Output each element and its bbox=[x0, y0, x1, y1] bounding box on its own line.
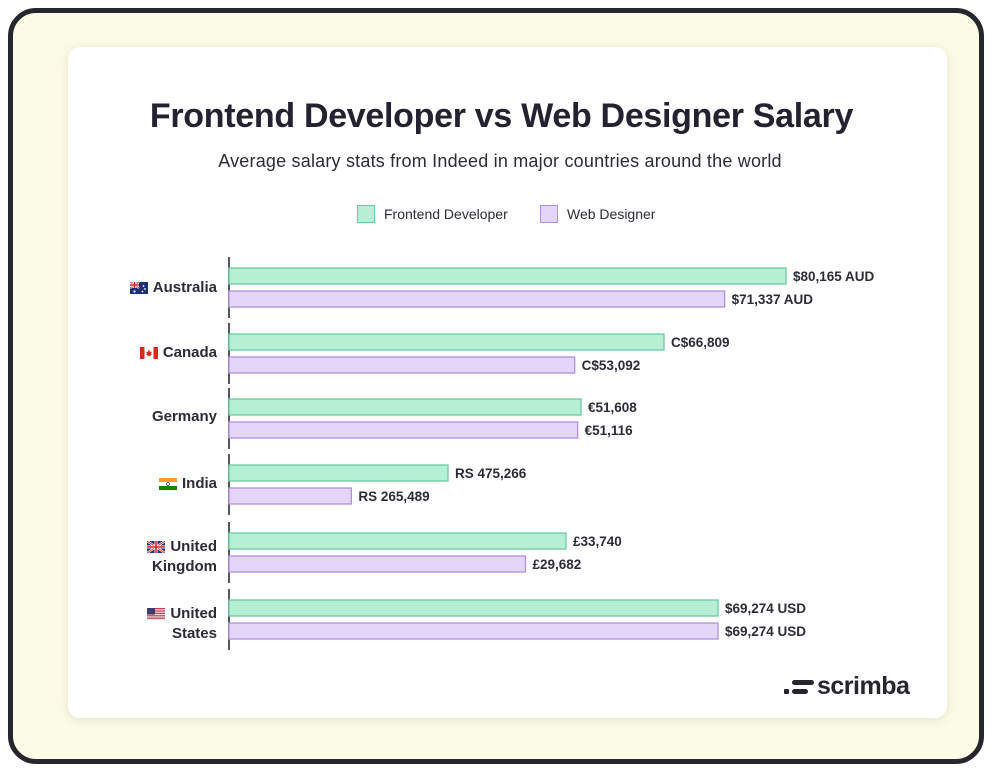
category-label-text: Australia bbox=[152, 279, 217, 296]
ca-flag-icon bbox=[139, 347, 158, 359]
category-label-text: Canada bbox=[162, 344, 217, 361]
in-flag-icon bbox=[158, 478, 177, 490]
category-label-india: India bbox=[158, 475, 217, 495]
bar-frontend-germany bbox=[228, 398, 582, 416]
data-label-designer: $69,274 USD bbox=[725, 624, 806, 639]
data-label-frontend: $80,165 AUD bbox=[793, 269, 875, 284]
category-label-australia: Australia bbox=[129, 279, 217, 299]
data-label-designer: £29,682 bbox=[532, 557, 581, 572]
data-label-frontend: £33,740 bbox=[573, 534, 622, 549]
bar-designer-united-states bbox=[228, 622, 719, 640]
legend-swatch-frontend bbox=[357, 205, 375, 223]
legend-label-frontend: Frontend Developer bbox=[384, 206, 508, 222]
data-label-designer: RS 265,489 bbox=[358, 489, 429, 504]
bar-designer-india bbox=[228, 487, 352, 505]
legend-item-frontend: Frontend Developer bbox=[357, 203, 508, 225]
category-label-text: Kingdom bbox=[152, 558, 217, 575]
chart-subtitle: Average salary stats from Indeed in majo… bbox=[218, 151, 782, 171]
bar-frontend-india bbox=[228, 464, 449, 482]
scrimba-logo: scrimba bbox=[783, 671, 910, 700]
bar-designer-germany bbox=[228, 421, 579, 439]
category-label-line: United bbox=[147, 605, 217, 625]
bar-frontend-united-states bbox=[228, 599, 719, 617]
bar-frontend-canada bbox=[228, 333, 665, 351]
au-flag-holder bbox=[129, 281, 148, 299]
category-label-line: Canada bbox=[139, 344, 217, 364]
legend-swatch-designer bbox=[540, 205, 558, 223]
category-label-united-states: United States bbox=[147, 605, 217, 643]
category-label-text: United bbox=[170, 605, 217, 622]
scrimba-mark-icon bbox=[784, 680, 814, 694]
category-label-text: Germany bbox=[151, 408, 217, 425]
uk-flag-icon bbox=[146, 540, 166, 554]
data-label-frontend: €51,608 bbox=[588, 400, 637, 415]
category-label-line: United bbox=[146, 538, 217, 558]
legend-item-designer: Web Designer bbox=[540, 203, 655, 225]
bar-frontend-united-kingdom bbox=[228, 532, 567, 550]
data-label-frontend: RS 475,266 bbox=[455, 466, 527, 481]
data-label-designer: €51,116 bbox=[585, 423, 634, 438]
logo-text: scrimba bbox=[817, 671, 910, 700]
data-label-designer: $71,337 AUD bbox=[732, 292, 814, 307]
category-label-text: India bbox=[181, 475, 217, 492]
category-label-text: States bbox=[171, 625, 217, 642]
category-label-text: United bbox=[170, 538, 217, 555]
category-label-germany: Germany bbox=[152, 408, 217, 426]
category-label-canada: Canada bbox=[139, 344, 217, 364]
category-label-line: Kingdom bbox=[147, 558, 217, 576]
chart-title: Frontend Developer vs Web Designer Salar… bbox=[149, 97, 854, 135]
legend-label-designer: Web Designer bbox=[567, 206, 656, 222]
category-label-line: Australia bbox=[129, 279, 217, 299]
bar-designer-canada bbox=[228, 356, 576, 374]
bar-designer-united-kingdom bbox=[228, 555, 527, 573]
data-label-frontend: C$66,809 bbox=[671, 335, 730, 350]
category-label-united-kingdom: United Kingdom bbox=[146, 538, 217, 576]
bar-frontend-australia bbox=[228, 267, 787, 285]
bar-designer-australia bbox=[228, 290, 726, 308]
uk-flag-holder bbox=[146, 540, 166, 558]
ca-flag-holder bbox=[139, 346, 158, 364]
data-label-designer: C$53,092 bbox=[582, 358, 641, 373]
category-label-line: Germany bbox=[152, 408, 217, 426]
category-label-line: States bbox=[147, 625, 217, 643]
data-label-frontend: $69,274 USD bbox=[725, 601, 806, 616]
us-flag-holder bbox=[147, 607, 166, 625]
us-flag-icon bbox=[147, 608, 166, 620]
in-flag-holder bbox=[158, 477, 177, 495]
au-flag-icon bbox=[129, 281, 148, 294]
category-label-line: India bbox=[158, 475, 217, 495]
